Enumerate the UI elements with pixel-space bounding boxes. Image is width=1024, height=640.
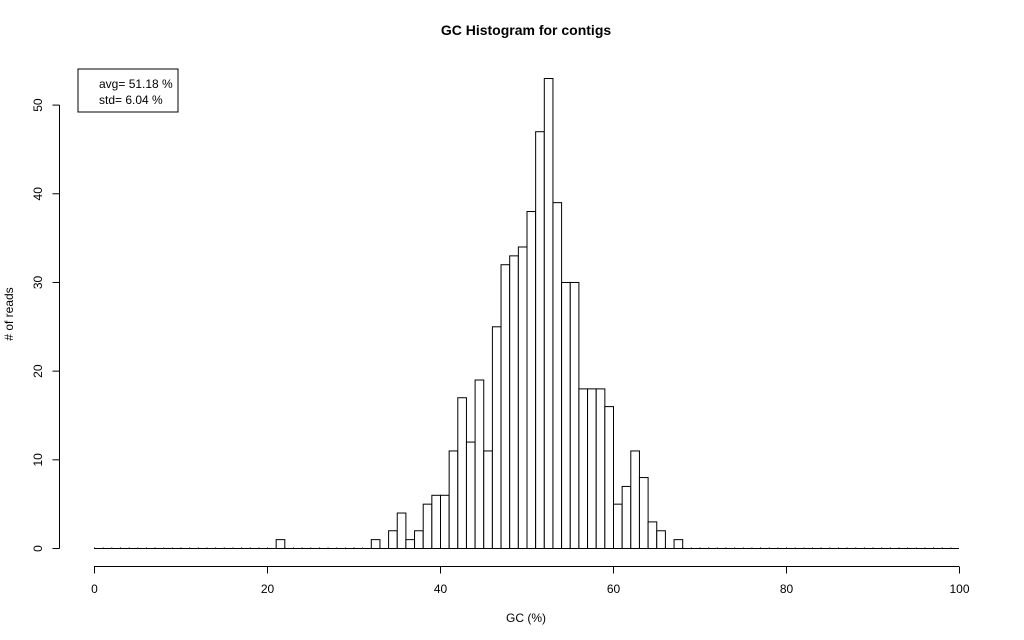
- histogram-bar: [457, 397, 467, 549]
- histogram-bar: [405, 539, 416, 550]
- legend-box: [77, 68, 179, 113]
- y-tick-label: 0: [31, 545, 45, 552]
- histogram-bar: [543, 78, 554, 549]
- chart-title: GC Histogram for contigs: [441, 22, 612, 38]
- histogram-bar: [621, 485, 632, 549]
- y-axis: 0 10 20 30 40 50: [31, 98, 60, 552]
- x-tick-label: 40: [434, 582, 448, 596]
- legend: avg= 51.18 % std= 6.04 %: [77, 68, 179, 113]
- histogram-bar: [595, 388, 606, 549]
- histogram-bar: [569, 281, 580, 549]
- histogram-bar: [440, 494, 450, 549]
- histogram-bar: [638, 477, 649, 550]
- histogram-bar: [578, 388, 589, 549]
- histogram-bar: [673, 539, 684, 550]
- plot-area: [94, 78, 959, 550]
- y-axis-label: # of reads: [2, 287, 16, 340]
- histogram-bar: [370, 539, 381, 550]
- histogram-bar: [448, 450, 459, 549]
- histogram-bar: [388, 530, 398, 550]
- x-axis-label: GC (%): [506, 611, 546, 625]
- histogram-bar: [500, 264, 511, 549]
- legend-std: std= 6.04 %: [99, 93, 163, 107]
- legend-avg: avg= 51.18 %: [99, 77, 173, 91]
- x-tick-label: 20: [261, 582, 275, 596]
- histogram-bar: [275, 539, 286, 550]
- histogram-bar: [483, 450, 493, 549]
- histogram-bar: [587, 388, 597, 549]
- x-axis: 0 20 40 60 80 100: [91, 566, 970, 596]
- histogram-bar: [630, 450, 640, 549]
- y-tick-label: 40: [31, 187, 45, 201]
- histogram-bar: [509, 255, 519, 549]
- histogram-bar: [604, 406, 614, 550]
- histogram-bar: [474, 379, 485, 549]
- histogram-bar: [465, 441, 476, 549]
- y-tick-label: 10: [31, 453, 45, 467]
- histogram-bar: [491, 326, 502, 549]
- histogram-bar: [552, 202, 563, 549]
- histogram-bar: [431, 494, 442, 549]
- y-tick-label: 30: [31, 275, 45, 289]
- histogram-bar: [535, 131, 545, 549]
- x-tick-label: 80: [780, 582, 794, 596]
- histogram-bar: [526, 211, 537, 550]
- histogram-bar: [414, 530, 424, 550]
- histogram-bar: [517, 246, 528, 549]
- y-tick-label: 20: [31, 364, 45, 378]
- histogram-bar: [422, 503, 433, 549]
- x-tick-label: 60: [607, 582, 621, 596]
- histogram-bar: [613, 503, 623, 549]
- histogram-bar: [656, 530, 666, 550]
- y-tick-label: 50: [31, 98, 45, 112]
- histogram-bar: [396, 512, 407, 550]
- x-tick-label: 100: [949, 582, 969, 596]
- histogram-bar: [561, 281, 571, 549]
- histogram-bar: [647, 521, 658, 550]
- x-tick-label: 0: [91, 582, 98, 596]
